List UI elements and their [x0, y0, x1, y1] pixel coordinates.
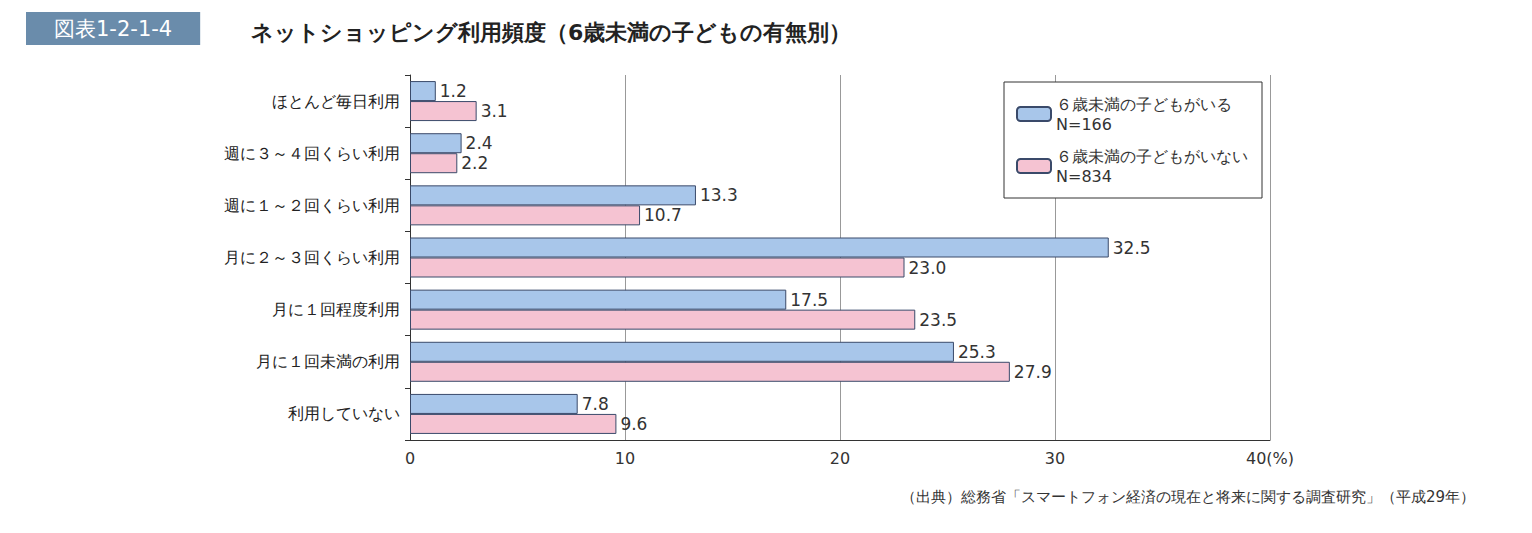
svg-text:N=834: N=834: [1056, 167, 1112, 186]
svg-text:ほとんど毎日利用: ほとんど毎日利用: [272, 92, 400, 111]
svg-text:17.5: 17.5: [790, 290, 828, 310]
svg-text:0: 0: [405, 449, 415, 468]
svg-text:7.8: 7.8: [582, 394, 609, 414]
svg-text:６歳未満の子どもがいない: ６歳未満の子どもがいない: [1056, 147, 1248, 166]
svg-text:3.1: 3.1: [481, 101, 508, 121]
svg-text:9.6: 9.6: [620, 414, 647, 434]
svg-text:30: 30: [1045, 449, 1065, 468]
svg-text:23.5: 23.5: [919, 310, 957, 330]
svg-text:13.3: 13.3: [700, 185, 738, 205]
svg-text:（出典）総務省「スマートフォン経済の現在と将来に関する調査研: （出典）総務省「スマートフォン経済の現在と将来に関する調査研究」（平成29年）: [901, 488, 1475, 506]
svg-text:週に３～４回くらい利用: 週に３～４回くらい利用: [224, 144, 400, 163]
svg-text:23.0: 23.0: [909, 258, 947, 278]
svg-text:週に１～２回くらい利用: 週に１～２回くらい利用: [224, 196, 400, 215]
svg-text:2.4: 2.4: [466, 133, 493, 153]
svg-text:月に１回程度利用: 月に１回程度利用: [272, 300, 400, 319]
svg-text:月に２～３回くらい利用: 月に２～３回くらい利用: [224, 248, 400, 267]
svg-text:10.7: 10.7: [644, 205, 682, 225]
svg-text:32.5: 32.5: [1113, 238, 1151, 258]
svg-text:25.3: 25.3: [958, 342, 996, 362]
svg-text:月に１回未満の利用: 月に１回未満の利用: [256, 352, 400, 371]
svg-text:６歳未満の子どもがいる: ６歳未満の子どもがいる: [1056, 95, 1232, 114]
svg-text:20: 20: [830, 449, 850, 468]
svg-text:図表1-2-1-4: 図表1-2-1-4: [54, 17, 172, 41]
svg-text:27.9: 27.9: [1014, 362, 1052, 382]
svg-text:40(%): 40(%): [1246, 449, 1294, 468]
svg-text:ネットショッピング利用頻度（6歳未満の子どもの有無別）: ネットショッピング利用頻度（6歳未満の子どもの有無別）: [251, 20, 851, 45]
svg-text:1.2: 1.2: [440, 81, 467, 101]
svg-text:利用していない: 利用していない: [288, 404, 400, 423]
svg-text:10: 10: [615, 449, 635, 468]
svg-text:2.2: 2.2: [461, 153, 488, 173]
svg-text:N=166: N=166: [1056, 115, 1112, 134]
